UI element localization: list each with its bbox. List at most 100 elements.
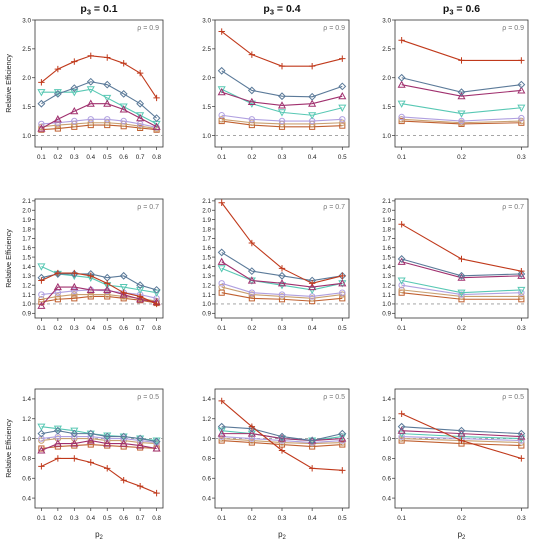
series-2-point — [397, 255, 406, 263]
series-4-point — [37, 423, 46, 431]
series-2-point — [338, 429, 347, 438]
y-tick-label: 1.2 — [22, 416, 31, 423]
series-2-line — [401, 426, 522, 435]
series-3-point — [53, 115, 62, 123]
series-2-point — [217, 66, 226, 75]
series-4-point — [70, 89, 79, 97]
series-1-point — [136, 482, 144, 490]
y-tick-label: 1.4 — [382, 264, 391, 271]
series-1-point — [398, 410, 405, 417]
series-3-point — [70, 106, 79, 115]
x-tick-label: 0.2 — [53, 515, 62, 522]
series-2-point — [136, 99, 145, 108]
series-5-point — [398, 281, 405, 289]
panel-r3-c2: 0.4 0.6 0.8 1.0 1.2 1.4 0.1 0.2 0.3 0.4 0.5 ρ = 0.5… — [202, 388, 350, 541]
series-1-point — [308, 280, 316, 287]
x-tick-label: 0.3 — [278, 515, 287, 522]
series-2-point — [247, 86, 256, 95]
series-2-line — [221, 426, 343, 442]
rho-annotation: ρ = 0.5 — [137, 394, 159, 401]
series-3-line — [221, 91, 343, 106]
series-3-point — [70, 439, 79, 447]
x-tick-label: 0.1 — [37, 515, 46, 522]
x-tick-label: 0.7 — [136, 325, 145, 332]
series-1-point — [87, 272, 94, 280]
series-3-point — [119, 439, 128, 447]
series-4-line — [221, 267, 343, 291]
y-tick-label: 1.0 — [22, 301, 31, 308]
series-6-point — [218, 116, 225, 123]
series-1-point — [120, 60, 127, 67]
series-2-point — [457, 426, 466, 435]
series-1-point — [339, 55, 346, 62]
y-tick-label: 1.0 — [382, 301, 391, 308]
series-4-point — [457, 289, 466, 297]
series-5-point — [458, 117, 465, 125]
series-2-point — [119, 432, 128, 441]
series-3-point — [152, 444, 161, 452]
series-2-point — [278, 432, 286, 441]
y-tick-label: 0.8 — [382, 456, 391, 463]
series-3-point — [86, 436, 95, 444]
series-3-line — [221, 433, 343, 442]
series-4-point — [397, 277, 406, 285]
series-1-point — [398, 221, 405, 228]
series-5-line — [221, 436, 343, 444]
series-2-point — [136, 281, 145, 290]
series-1-point — [458, 255, 465, 263]
y-tick-label: 2.0 — [22, 75, 31, 82]
series-1-point — [136, 293, 144, 300]
x-tick-label: 0.3 — [70, 154, 79, 161]
series-4-point — [247, 100, 256, 108]
series-4-point — [397, 100, 406, 108]
series-2-line — [401, 77, 522, 93]
series-2-point — [517, 429, 526, 438]
series-1-line — [41, 55, 158, 99]
y-tick-label: 1.5 — [202, 104, 211, 111]
y-tick-label: 1.8 — [22, 226, 31, 233]
series-5-point — [218, 112, 225, 119]
y-axis-label: Relative Efficiency — [4, 229, 13, 288]
panel-r2-c3: 0.9 1.0 1.1 1.2 1.3 1.4 1.5 1.6 1.7 1.8 1.9 2.0 2.1 0… — [382, 198, 529, 332]
y-tick-label: 1.5 — [202, 254, 211, 261]
x-tick-label: 0.2 — [53, 325, 62, 332]
series-3-point — [277, 101, 287, 109]
series-1-point — [518, 267, 525, 275]
series-4-point — [217, 265, 226, 273]
y-tick-label: 2.1 — [22, 198, 31, 205]
x-tick-label: 0.8 — [152, 154, 161, 161]
series-1-point — [308, 62, 316, 70]
series-3-point — [397, 257, 406, 265]
series-4-point — [136, 286, 145, 295]
rho-annotation: ρ = 0.9 — [323, 25, 345, 32]
y-tick-label: 2.5 — [202, 46, 211, 53]
x-tick-label: 0.2 — [247, 515, 256, 522]
series-2-point — [217, 248, 226, 257]
x-tick-label: 0.5 — [103, 325, 112, 332]
series-6-point — [38, 437, 45, 444]
x-tick-label: 0.3 — [278, 325, 287, 332]
y-tick-label: 2.5 — [382, 46, 391, 53]
series-5-line — [221, 282, 343, 298]
series-1-point — [458, 57, 465, 64]
series-2-point — [70, 84, 79, 93]
series-2-line — [221, 70, 343, 98]
series-1-point — [71, 455, 78, 462]
x-tick-label: 0.1 — [217, 325, 226, 332]
series-1-point — [120, 289, 127, 296]
x-tick-label: 0.1 — [217, 154, 226, 161]
series-3-point — [70, 282, 79, 291]
series-5-point — [458, 291, 465, 298]
series-3-line — [221, 261, 343, 288]
series-2-point — [86, 429, 95, 438]
series-2-point — [338, 82, 347, 91]
series-3-point — [217, 257, 226, 265]
series-4-point — [37, 89, 46, 97]
series-2-point — [37, 429, 46, 438]
series-3-line — [401, 261, 522, 279]
x-tick-label: 0.2 — [247, 154, 256, 161]
series-2-point — [457, 88, 466, 97]
series-4-point — [217, 427, 226, 435]
x-tick-label: 0.7 — [136, 515, 145, 522]
